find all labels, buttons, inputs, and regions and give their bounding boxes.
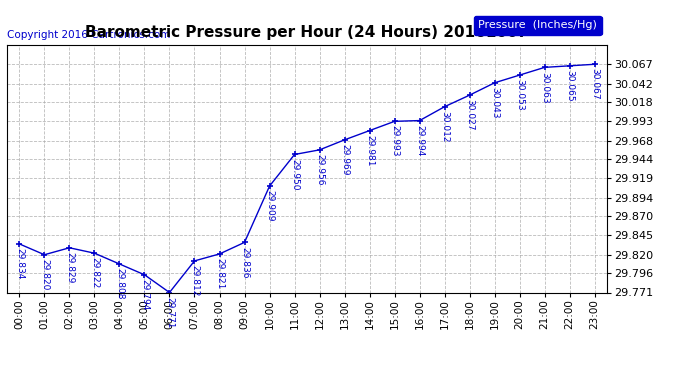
Text: 30.012: 30.012: [440, 111, 449, 142]
Text: Copyright 2016 Cartronics.com: Copyright 2016 Cartronics.com: [7, 30, 170, 40]
Text: 30.065: 30.065: [565, 70, 574, 102]
Text: 29.820: 29.820: [40, 259, 49, 290]
Text: 29.950: 29.950: [290, 159, 299, 190]
Legend: Pressure  (Inches/Hg): Pressure (Inches/Hg): [474, 16, 602, 35]
Text: 29.994: 29.994: [415, 125, 424, 156]
Text: 29.969: 29.969: [340, 144, 349, 176]
Text: 29.794: 29.794: [140, 279, 149, 310]
Title: Barometric Pressure per Hour (24 Hours) 20161007: Barometric Pressure per Hour (24 Hours) …: [86, 25, 529, 40]
Text: 29.812: 29.812: [190, 265, 199, 296]
Text: 29.909: 29.909: [265, 190, 274, 222]
Text: 29.821: 29.821: [215, 258, 224, 290]
Text: 30.063: 30.063: [540, 72, 549, 103]
Text: 29.771: 29.771: [165, 297, 174, 328]
Text: 30.043: 30.043: [490, 87, 499, 118]
Text: 30.053: 30.053: [515, 79, 524, 111]
Text: 29.822: 29.822: [90, 257, 99, 289]
Text: 29.808: 29.808: [115, 268, 124, 300]
Text: 29.829: 29.829: [65, 252, 74, 284]
Text: 29.834: 29.834: [15, 248, 24, 279]
Text: 29.981: 29.981: [365, 135, 374, 166]
Text: 29.836: 29.836: [240, 246, 249, 278]
Text: 29.993: 29.993: [390, 126, 399, 157]
Text: 30.027: 30.027: [465, 99, 474, 131]
Text: 29.956: 29.956: [315, 154, 324, 186]
Text: 30.067: 30.067: [590, 69, 599, 100]
